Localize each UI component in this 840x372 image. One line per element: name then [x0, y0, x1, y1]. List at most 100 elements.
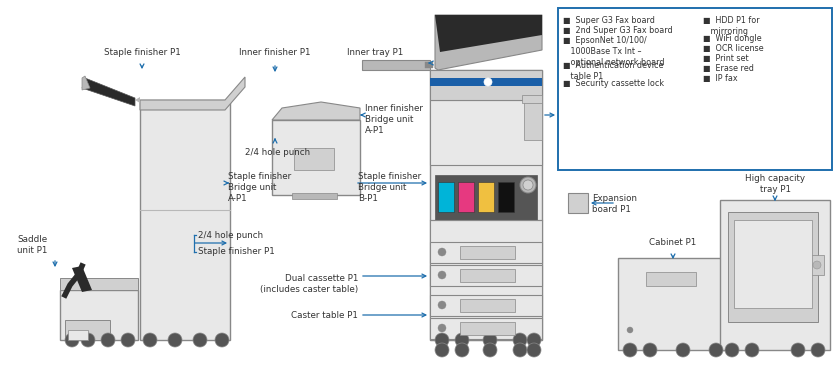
Bar — [425, 62, 433, 68]
Bar — [430, 265, 542, 286]
Polygon shape — [82, 78, 135, 106]
Bar — [728, 212, 818, 322]
Circle shape — [438, 324, 446, 332]
Text: Expansion
board P1: Expansion board P1 — [592, 194, 637, 214]
Circle shape — [65, 333, 79, 347]
Bar — [430, 78, 542, 86]
Circle shape — [627, 327, 633, 333]
Circle shape — [193, 333, 207, 347]
Text: ■  Authentication device
   table P1: ■ Authentication device table P1 — [563, 61, 664, 81]
Polygon shape — [272, 102, 360, 120]
Text: Dual cassette P1
(includes caster table): Dual cassette P1 (includes caster table) — [260, 274, 358, 294]
Bar — [498, 182, 514, 212]
Text: ■  OCR license: ■ OCR license — [703, 44, 764, 52]
Text: Cabinet P1: Cabinet P1 — [649, 237, 696, 247]
Bar — [430, 295, 542, 316]
Circle shape — [520, 177, 536, 193]
Circle shape — [813, 261, 821, 269]
Bar — [362, 60, 430, 70]
Circle shape — [483, 343, 497, 357]
Circle shape — [513, 343, 527, 357]
Circle shape — [435, 343, 449, 357]
Circle shape — [168, 333, 182, 347]
Bar — [438, 182, 454, 212]
Circle shape — [623, 343, 637, 357]
Polygon shape — [135, 97, 140, 103]
Text: ■  Security cassette lock: ■ Security cassette lock — [563, 78, 664, 87]
Circle shape — [523, 180, 533, 190]
Circle shape — [527, 343, 541, 357]
Bar — [294, 148, 334, 170]
Circle shape — [455, 343, 469, 357]
Bar — [568, 193, 588, 213]
Bar — [524, 100, 542, 140]
Text: ■  Print set: ■ Print set — [703, 54, 748, 62]
Bar — [430, 318, 542, 339]
Bar — [810, 255, 824, 275]
Text: Saddle
unit P1: Saddle unit P1 — [17, 235, 47, 255]
Bar — [522, 95, 542, 103]
Text: ■  Super G3 Fax board: ■ Super G3 Fax board — [563, 16, 655, 25]
Polygon shape — [72, 266, 92, 292]
Text: 2/4 hole punch: 2/4 hole punch — [245, 148, 311, 157]
Bar — [430, 70, 542, 100]
Bar — [68, 330, 88, 340]
Circle shape — [215, 333, 229, 347]
Bar — [478, 182, 494, 212]
Bar — [734, 220, 812, 308]
Bar — [460, 299, 515, 312]
Text: ■  2nd Super G3 Fax board: ■ 2nd Super G3 Fax board — [563, 26, 673, 35]
Text: ■  EpsonNet 10/100/
   1000Base Tx Int –
   optional network board: ■ EpsonNet 10/100/ 1000Base Tx Int – opt… — [563, 36, 664, 67]
Circle shape — [101, 333, 115, 347]
Bar — [430, 220, 542, 340]
Circle shape — [811, 343, 825, 357]
Text: Staple finisher P1: Staple finisher P1 — [103, 48, 181, 57]
Circle shape — [513, 333, 527, 347]
Bar — [460, 246, 515, 259]
Text: ■  IP fax: ■ IP fax — [703, 74, 738, 83]
Polygon shape — [82, 76, 90, 90]
Circle shape — [121, 333, 135, 347]
Circle shape — [791, 343, 805, 357]
Bar — [460, 322, 515, 335]
Bar — [65, 320, 110, 340]
Circle shape — [438, 301, 446, 309]
Bar — [140, 100, 230, 340]
Text: Staple finisher P1: Staple finisher P1 — [198, 247, 275, 257]
Bar — [618, 258, 728, 350]
Text: ■  WiFi dongle: ■ WiFi dongle — [703, 33, 762, 42]
Circle shape — [438, 248, 446, 256]
Circle shape — [527, 333, 541, 347]
Text: High capacity
tray P1: High capacity tray P1 — [745, 174, 805, 194]
Circle shape — [81, 333, 95, 347]
Circle shape — [435, 333, 449, 347]
Text: Inner tray P1: Inner tray P1 — [347, 48, 403, 57]
Circle shape — [676, 343, 690, 357]
Circle shape — [745, 343, 759, 357]
Bar — [60, 290, 138, 340]
Circle shape — [143, 333, 157, 347]
Polygon shape — [140, 77, 245, 110]
Text: ■  HDD P1 for
   mirroring: ■ HDD P1 for mirroring — [703, 16, 759, 36]
Bar — [430, 70, 542, 340]
Bar — [460, 269, 515, 282]
Bar — [720, 200, 830, 350]
Text: 2/4 hole punch: 2/4 hole punch — [198, 231, 263, 240]
FancyBboxPatch shape — [558, 8, 832, 170]
Circle shape — [438, 271, 446, 279]
Bar — [430, 242, 542, 263]
Circle shape — [643, 343, 657, 357]
Text: Inner finisher P1: Inner finisher P1 — [239, 48, 311, 57]
Bar — [292, 193, 337, 199]
Text: Inner finisher
Bridge unit
A-P1: Inner finisher Bridge unit A-P1 — [365, 104, 423, 135]
Polygon shape — [435, 15, 542, 52]
Bar — [272, 120, 360, 195]
Polygon shape — [435, 15, 542, 70]
Text: ■  Erase red: ■ Erase red — [703, 64, 753, 73]
Text: Caster table P1: Caster table P1 — [291, 311, 358, 320]
Circle shape — [455, 333, 469, 347]
Bar — [458, 182, 474, 212]
Text: Staple finisher
Bridge unit
B-P1: Staple finisher Bridge unit B-P1 — [358, 172, 421, 202]
Bar — [60, 278, 138, 290]
Text: Staple finisher
Bridge unit
A-P1: Staple finisher Bridge unit A-P1 — [228, 172, 291, 202]
